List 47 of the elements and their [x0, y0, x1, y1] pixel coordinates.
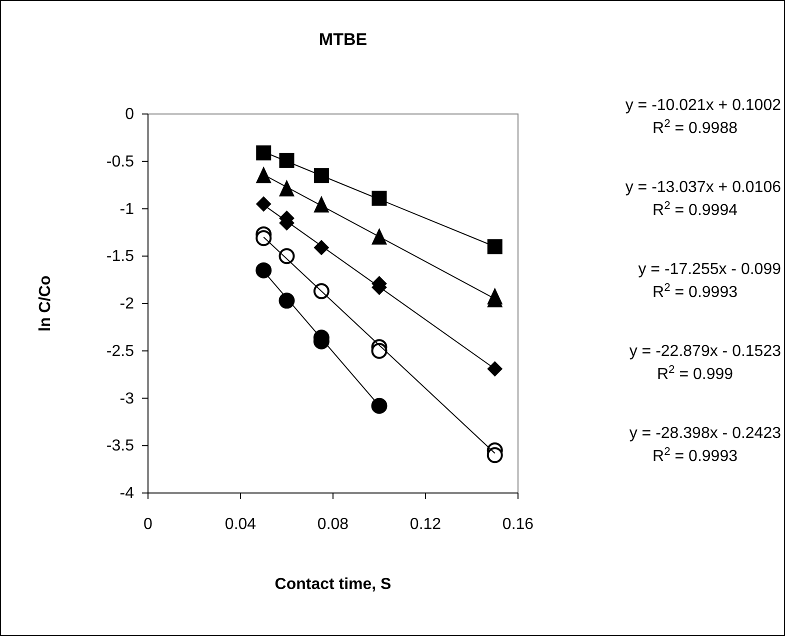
y-tick-label: -2.5	[106, 342, 134, 360]
point	[278, 292, 295, 309]
x-tick-label: 0.12	[410, 516, 442, 533]
point	[487, 361, 502, 376]
point	[372, 190, 387, 206]
x-axis-title: Contact time, S	[274, 576, 392, 593]
text: R$^{2}$ = 0.9994	[652, 200, 738, 219]
y-tick-label: -3.5	[106, 438, 134, 455]
point	[279, 180, 294, 196]
point	[314, 168, 329, 184]
x-tick-label: 0.04	[224, 516, 256, 533]
x-tick-label: 0.16	[502, 516, 534, 533]
point	[279, 152, 294, 168]
chart-title: MTBE	[318, 30, 368, 49]
y-tick-label: -1	[120, 200, 134, 218]
point	[487, 239, 502, 254]
text: R$^{2}$ = 0.9993	[652, 446, 738, 465]
y-tick-label: -2	[120, 296, 134, 312]
y-axis-title: ln C/Co	[37, 275, 54, 332]
point	[314, 240, 329, 256]
point	[256, 230, 272, 246]
text: y = -13.037x + 0.0106	[625, 179, 782, 196]
point	[256, 196, 272, 212]
y-tick-label: 0	[125, 106, 134, 123]
text: R$^{2}$ = 0.9993	[652, 282, 738, 301]
text: R$^{2}$ = 0.999	[656, 364, 734, 383]
y-tick-label: -3	[120, 390, 134, 408]
point	[371, 342, 388, 359]
text: R$^{2}$ = 0.9988	[652, 118, 738, 137]
point	[314, 196, 329, 212]
point	[486, 447, 503, 464]
text: y = -28.398x - 0.2423	[629, 425, 782, 442]
text: y = -17.255x - 0.099	[638, 261, 782, 278]
text: y = -10.021x + 0.1002	[625, 97, 782, 114]
y-tick-label: -4	[120, 485, 134, 502]
point	[256, 262, 272, 278]
point	[256, 167, 272, 184]
text: y = -22.879x - 0.1523	[629, 343, 782, 360]
point	[256, 145, 272, 160]
point	[371, 398, 388, 414]
x-tick-label: 0	[144, 516, 153, 533]
point	[372, 228, 387, 245]
y-tick-label: -1.5	[106, 248, 134, 266]
x-tick-label: 0.08	[317, 516, 349, 533]
point	[278, 248, 295, 264]
point	[313, 283, 330, 300]
y-tick-label: -0.5	[106, 153, 134, 170]
